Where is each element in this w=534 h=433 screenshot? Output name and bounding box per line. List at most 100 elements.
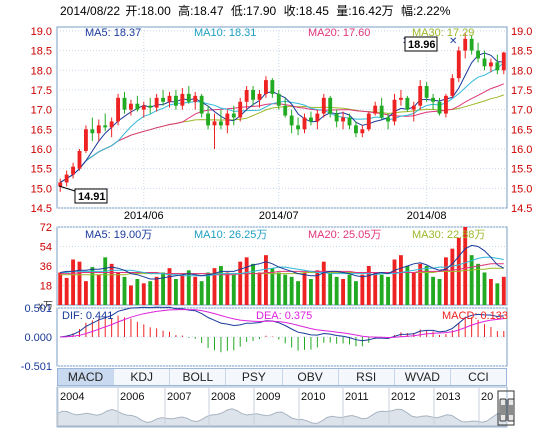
tab-macd[interactable]: MACD <box>58 369 115 385</box>
volume-bar <box>77 261 82 305</box>
macd-tick: -0.501 <box>21 361 52 373</box>
volume-bar <box>360 274 365 305</box>
timeline-handle-left[interactable] <box>499 398 507 422</box>
header-open: 开:18.00 <box>125 4 171 18</box>
dif-legend: DIF: 0.441 <box>62 310 113 322</box>
price-tick-right: 15.5 <box>511 164 532 176</box>
candle <box>386 113 390 130</box>
candle <box>71 162 75 179</box>
volume-bar <box>373 272 378 305</box>
tab-obv[interactable]: OBV <box>283 369 339 385</box>
volume-y-axis: 72 54 36 18 <box>40 222 52 293</box>
candle <box>392 93 397 126</box>
price-tick-right: 16.5 <box>511 124 532 136</box>
candle <box>116 93 120 126</box>
candle <box>354 121 358 138</box>
tab-rsi[interactable]: RSI <box>339 369 395 385</box>
vol-ma10-legend: MA10: 26.25万 <box>194 229 267 241</box>
timeline-years: 2004 2006 2007 2008 2009 2010 2011 2012 2013 20 <box>57 388 493 426</box>
candle <box>238 97 243 122</box>
timeline-year: 2012 <box>391 391 415 403</box>
candle <box>302 113 307 134</box>
volume-tick: 72 <box>40 222 52 234</box>
candle <box>469 34 474 55</box>
volume-bar <box>386 276 390 305</box>
candle <box>476 42 480 63</box>
price-tick-left: 18.0 <box>31 65 52 77</box>
candle <box>360 125 365 138</box>
tab-kdj[interactable]: KDJ <box>114 369 171 385</box>
candle <box>405 95 410 112</box>
volume-bar <box>109 263 114 305</box>
volume-bar <box>354 281 358 305</box>
volume-bar <box>129 285 133 305</box>
candle <box>148 97 153 114</box>
volume-bar <box>212 268 217 305</box>
macd-tick: 0.000 <box>24 332 52 344</box>
volume-bar <box>257 272 262 305</box>
timeline-handle-right[interactable] <box>507 398 515 422</box>
tab-psy[interactable]: PSY <box>226 369 283 385</box>
candle <box>64 170 69 187</box>
price-tick-right: 18.5 <box>511 46 532 58</box>
volume-tick: 54 <box>40 242 52 254</box>
candle <box>341 111 345 130</box>
candle <box>257 89 262 108</box>
volume-bar <box>405 266 410 305</box>
high-label-box <box>404 36 438 52</box>
candle <box>135 95 140 112</box>
price-tick-left: 19.0 <box>31 26 52 38</box>
volume-bar <box>392 259 397 305</box>
timeline-year: 20 <box>481 391 493 403</box>
header-change: 幅:2.22% <box>401 3 451 18</box>
price-ma5-line <box>59 52 504 183</box>
candle <box>206 105 210 130</box>
volume-bar <box>321 261 326 305</box>
candle <box>334 109 339 128</box>
high-marker: ✕ ✕ 18.96 <box>402 36 457 52</box>
candle <box>212 113 217 149</box>
volume-bar <box>431 276 435 305</box>
volume-bar <box>418 263 423 305</box>
price-tick-right: 17.0 <box>511 105 532 117</box>
candle <box>495 54 500 75</box>
volume-bar <box>244 257 249 305</box>
volume-bar <box>296 281 300 305</box>
volume-bar <box>489 279 493 305</box>
price-x-label: 2014/06 <box>124 210 164 222</box>
handle-grip-icon[interactable] <box>499 398 507 422</box>
volume-bar <box>148 281 153 305</box>
volume-tick: 18 <box>40 281 52 293</box>
header-low: 低:17.90 <box>231 4 277 18</box>
volume-bar <box>84 281 88 305</box>
candle <box>289 109 294 134</box>
candle <box>90 117 95 142</box>
volume-ma10-line <box>60 256 504 277</box>
candle <box>109 117 114 138</box>
volume-bar <box>225 272 230 305</box>
volume-bar <box>90 267 95 305</box>
price-ma5-legend: MA5: 18.37 <box>85 27 141 39</box>
volume-bar <box>476 263 480 305</box>
candle <box>193 91 198 110</box>
candle <box>283 97 288 118</box>
candle <box>321 93 326 118</box>
price-x-label: 2014/07 <box>259 210 299 222</box>
handle-grip-icon-2[interactable] <box>507 398 515 422</box>
tab-wvad[interactable]: WVAD <box>395 369 451 385</box>
volume-bar <box>379 274 384 305</box>
timeline-year: 2011 <box>345 391 369 403</box>
volume-bar <box>58 272 63 305</box>
volume-bar <box>399 255 403 305</box>
tab-boll[interactable]: BOLL <box>170 369 227 385</box>
volume-bar <box>283 274 288 305</box>
candle <box>418 80 423 110</box>
price-tick-left: 17.5 <box>31 85 52 97</box>
tab-cci[interactable]: CCI <box>468 370 489 384</box>
candle <box>366 111 371 132</box>
volume-ma-lines <box>60 244 505 280</box>
candle <box>58 178 63 192</box>
volume-bar <box>289 276 294 305</box>
volume-bar <box>264 255 268 305</box>
price-tick-left: 14.5 <box>31 203 52 215</box>
